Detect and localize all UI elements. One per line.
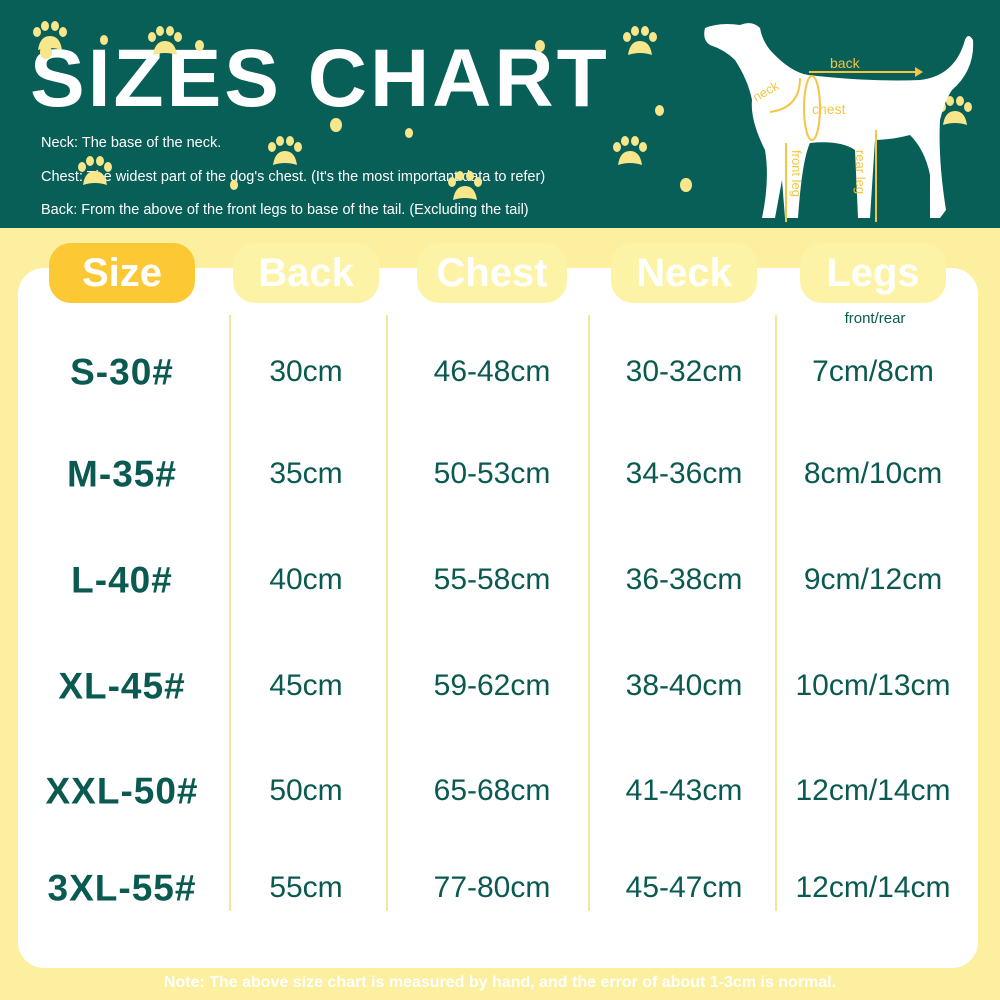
size-label: 3XL-55# — [47, 867, 197, 909]
table-cell-legs: 8cm/10cm — [803, 457, 943, 490]
neck-description: Neck: The base of the neck. — [41, 135, 222, 151]
table-cell-legs: 9cm/12cm — [803, 563, 943, 596]
paw-print-icon — [265, 135, 305, 176]
paw-print-icon — [145, 25, 185, 66]
paw-print-icon — [445, 170, 485, 211]
column-divider — [775, 315, 777, 911]
dot-decoration — [680, 178, 692, 193]
front-leg-label: front leg — [789, 150, 804, 197]
paw-print-icon — [935, 95, 975, 136]
table-cell-chest: 59-62cm — [433, 669, 551, 702]
table-cell-chest: 65-68cm — [433, 774, 551, 807]
paw-print-icon — [610, 135, 650, 176]
table-cell-back: 30cm — [269, 355, 343, 388]
header-banner: SIZES CHART Neck: The base of the neck. … — [0, 0, 1000, 228]
size-label: L-40# — [71, 559, 173, 601]
table-cell-chest: 50-53cm — [433, 457, 551, 490]
dot-decoration — [230, 180, 238, 190]
dot-decoration — [655, 105, 664, 116]
table-cell-back: 45cm — [269, 669, 343, 702]
column-header-back: Back — [233, 243, 379, 303]
dot-decoration — [330, 118, 342, 133]
chest-description: Chest: The widest part of the dog's ches… — [41, 169, 546, 185]
rear-leg-label: rear leg — [853, 150, 868, 194]
table-cell-legs: 12cm/14cm — [795, 774, 951, 807]
size-label: S-30# — [70, 351, 174, 393]
dot-decoration — [535, 40, 545, 52]
table-cell-chest: 55-58cm — [433, 563, 551, 596]
measurement-note: Note: The above size chart is measured b… — [163, 974, 837, 991]
column-divider — [588, 315, 590, 911]
paw-print-icon — [620, 25, 660, 66]
column-divider — [229, 315, 231, 911]
size-label: XXL-50# — [45, 770, 199, 812]
table-cell-legs: 7cm/8cm — [812, 355, 934, 388]
table-cell-back: 40cm — [269, 563, 343, 596]
table-cell-neck: 34-36cm — [625, 457, 743, 490]
column-header-chest: Chest — [417, 243, 567, 303]
dot-decoration — [195, 40, 204, 51]
table-cell-back: 50cm — [269, 774, 343, 807]
dog-silhouette-icon — [704, 23, 974, 219]
table-cell-neck: 45-47cm — [625, 871, 743, 904]
table-cell-legs: 10cm/13cm — [795, 669, 951, 702]
column-header-neck: Neck — [611, 243, 757, 303]
table-cell-neck: 30-32cm — [625, 355, 743, 388]
table-cell-back: 35cm — [269, 457, 343, 490]
column-header-size: Size — [49, 243, 195, 303]
table-cell-chest: 77-80cm — [433, 871, 551, 904]
table-cell-back: 55cm — [269, 871, 343, 904]
size-label: XL-45# — [58, 665, 186, 707]
table-cell-neck: 36-38cm — [625, 563, 743, 596]
table-cell-legs: 12cm/14cm — [795, 871, 951, 904]
size-label: M-35# — [67, 453, 177, 495]
table-cell-neck: 41-43cm — [625, 774, 743, 807]
table-cell-neck: 38-40cm — [625, 669, 743, 702]
dot-decoration — [405, 128, 413, 138]
chest-label: chest — [812, 101, 846, 117]
dog-diagram: back neck chest front leg rear leg — [704, 23, 974, 222]
paw-print-icon — [75, 155, 115, 196]
page-title: SIZES CHART — [30, 33, 610, 124]
back-label: back — [830, 55, 861, 71]
back-description: Back: From the above of the front legs t… — [41, 202, 529, 218]
legs-subheader: front/rear — [844, 310, 906, 327]
column-divider — [386, 315, 388, 911]
column-header-legs: Legs — [800, 243, 946, 303]
dot-decoration — [100, 35, 108, 45]
table-cell-chest: 46-48cm — [433, 355, 551, 388]
dot-decoration — [40, 45, 52, 60]
size-table-card — [18, 268, 978, 968]
